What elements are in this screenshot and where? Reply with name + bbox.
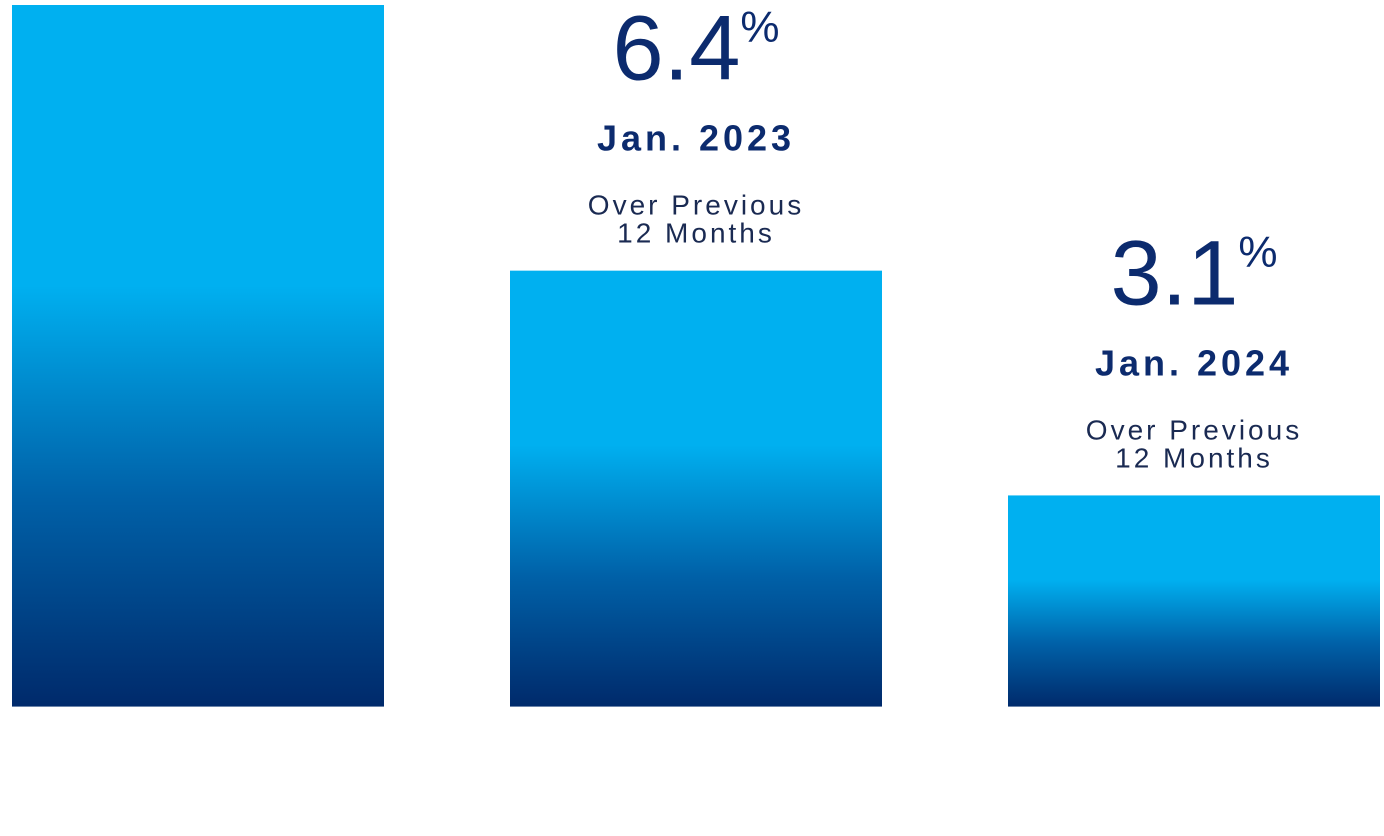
value-unit: % (1238, 227, 1277, 276)
value-label: 3.1% (1110, 222, 1277, 324)
value-number: 3.1 (1110, 222, 1238, 324)
bar (12, 5, 384, 707)
sub-label: 12 Months (617, 218, 775, 249)
bar (1008, 495, 1380, 707)
value-unit: % (740, 3, 779, 52)
sub-label: Over Previous (1086, 414, 1302, 445)
value-number: 6.4 (612, 0, 740, 100)
sub-label: Over Previous (588, 190, 804, 221)
value-label: 6.4% (612, 0, 779, 100)
sub-label: 12 Months (1115, 442, 1273, 473)
category-label: Jan. 2023 (597, 118, 795, 159)
bar (510, 270, 882, 707)
category-label: Jan. 2024 (1095, 342, 1293, 383)
